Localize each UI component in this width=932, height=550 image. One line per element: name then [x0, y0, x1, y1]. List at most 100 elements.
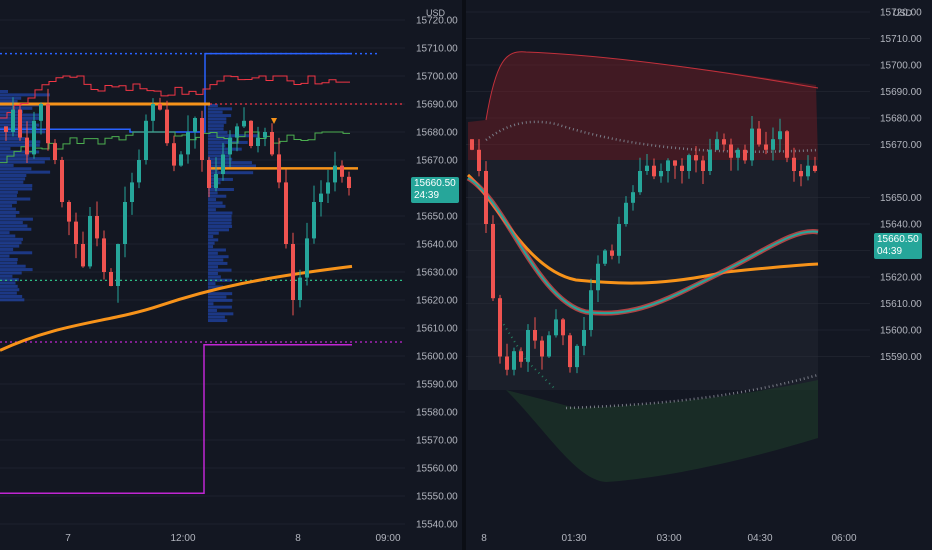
- right-candle-body: [708, 149, 712, 171]
- right-candle-body: [680, 165, 684, 171]
- right-candle-body: [778, 131, 782, 140]
- left-candle-body: [242, 120, 246, 127]
- left-volume-profile-bar: [0, 147, 11, 151]
- right-candle-body: [519, 351, 523, 362]
- right-candle-body: [813, 165, 817, 171]
- left-candle-body: [228, 137, 232, 155]
- left-volume-profile-bar: [208, 204, 226, 208]
- right-candle-body: [589, 290, 593, 330]
- left-candle-body: [333, 165, 337, 183]
- right-time-tick: 01:30: [561, 533, 586, 544]
- left-chart-canvas[interactable]: 15720.00 15710.00 15700.00 15690.00 15680.00…: [0, 0, 462, 550]
- left-candle-body: [151, 104, 155, 121]
- left-candle-body: [137, 160, 141, 183]
- left-volume-profile-bar: [208, 127, 224, 131]
- left-candle-body: [11, 109, 15, 132]
- left-currency-label: USD: [426, 8, 446, 18]
- right-last-price-tag: 15660.50 04:39: [874, 233, 922, 259]
- right-candle-body: [694, 155, 698, 161]
- left-volume-profile-bar: [208, 251, 218, 255]
- right-candle-body: [491, 224, 495, 299]
- left-volume-profile-bar: [0, 137, 26, 141]
- left-candle-body: [130, 182, 134, 202]
- left-candle-body: [95, 216, 99, 239]
- left-volume-profile-bar: [0, 190, 18, 194]
- chart-pane-right[interactable]: 15720.00 15710.00 15700.00 15690.00 15680.00…: [466, 0, 932, 550]
- left-volume-profile-bar: [0, 217, 33, 221]
- right-chart-canvas[interactable]: 15720.00 15710.00 15700.00 15690.00 15680.00…: [466, 0, 932, 550]
- left-candle-body: [109, 272, 113, 286]
- left-volume-profile-bar: [0, 284, 18, 288]
- left-volume-profile-bar: [208, 278, 232, 282]
- left-volume-profile-bar: [208, 130, 228, 134]
- left-volume-profile-bar: [0, 143, 40, 147]
- left-volume-profile-bar: [208, 171, 254, 175]
- right-candle-body: [568, 335, 572, 368]
- right-time-tick: 04:30: [747, 533, 772, 544]
- left-volume-profile-bar: [0, 237, 23, 241]
- right-candle-body: [575, 345, 579, 368]
- pane-divider[interactable]: [462, 0, 466, 550]
- left-volume-profile-bar: [0, 271, 22, 275]
- right-candle-body: [799, 171, 803, 177]
- right-candle-body: [561, 319, 565, 336]
- left-candle-body: [116, 244, 120, 286]
- right-candle-body: [750, 128, 754, 161]
- left-moving-average: [0, 264, 353, 352]
- left-candle-body: [81, 244, 85, 267]
- right-candle-body: [526, 330, 530, 362]
- right-time-tick: 06:00: [831, 533, 856, 544]
- left-volume-profile-bar: [208, 292, 233, 296]
- left-volume-profile-bar: [0, 106, 33, 110]
- left-candle-body: [165, 109, 169, 144]
- left-volume-profile-bar: [208, 191, 218, 195]
- left-volume-profile-bar: [208, 137, 233, 141]
- left-volume-profile-bar: [0, 170, 51, 174]
- right-candle-body: [638, 171, 642, 193]
- left-candle-body: [200, 118, 204, 160]
- right-price-tick: 15720.00: [880, 8, 922, 19]
- left-countdown: 24:39: [414, 190, 440, 201]
- left-candle-body: [207, 160, 211, 188]
- left-candle-body: [277, 154, 281, 183]
- right-price-tick: 15670.00: [880, 140, 922, 151]
- right-price-tick: 15710.00: [880, 34, 922, 45]
- right-price-tick: 15650.00: [880, 193, 922, 204]
- left-volume-profile-bar: [208, 302, 214, 306]
- right-candle-body: [596, 263, 600, 291]
- left-price-tick: 15550.00: [416, 492, 458, 503]
- left-price-tick: 15540.00: [416, 520, 458, 531]
- left-price-tick: 15710.00: [416, 44, 458, 55]
- left-volume-profile-bar: [0, 180, 24, 184]
- right-time-tick: 8: [481, 533, 487, 544]
- left-candle-body: [221, 154, 225, 174]
- left-candle-body: [4, 126, 8, 132]
- left-volume-profile-bar: [0, 167, 32, 171]
- left-volume-profile-bar: [208, 235, 214, 239]
- chart-pane-left[interactable]: 15720.00 15710.00 15700.00 15690.00 15680.00…: [0, 0, 462, 550]
- right-countdown: 04:39: [877, 246, 903, 257]
- left-candle-body: [67, 202, 71, 222]
- left-candle-body: [179, 154, 183, 166]
- left-volume-profile-bar: [208, 241, 215, 245]
- left-volume-profile-bar: [0, 93, 50, 97]
- right-candle-body: [484, 171, 488, 224]
- right-candle-body: [554, 319, 558, 336]
- left-volume-profile-bar: [208, 319, 228, 323]
- left-volume-profile-bar: [0, 264, 26, 268]
- left-price-tick: 15720.00: [416, 16, 458, 27]
- left-volume-profile-bar: [208, 151, 231, 155]
- left-volume-profile-bar: [0, 291, 17, 295]
- left-volume-profile-bar: [0, 251, 33, 255]
- right-candle-body: [701, 160, 705, 171]
- left-volume-profile-bar: [208, 114, 232, 118]
- left-volume-profile-bar: [208, 120, 227, 124]
- left-candle-body: [186, 132, 190, 155]
- left-volume-profile-bar: [0, 224, 28, 228]
- left-candle-body: [39, 104, 43, 121]
- right-last-price-value: 15660.50: [877, 234, 919, 245]
- right-price-tick: 15610.00: [880, 299, 922, 310]
- right-candle-body: [610, 250, 614, 256]
- left-volume-profile-bar: [0, 177, 26, 181]
- left-volume-profile-bar: [208, 248, 226, 252]
